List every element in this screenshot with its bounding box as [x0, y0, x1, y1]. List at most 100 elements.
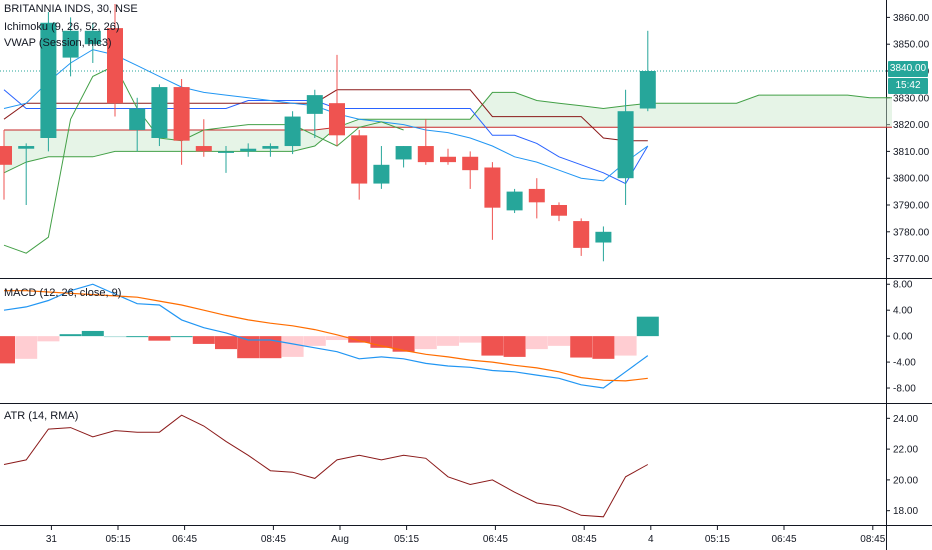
signal-line	[4, 290, 648, 382]
atr-tick-label: 24.00	[893, 414, 918, 425]
macd-histogram-bar	[437, 336, 459, 346]
candle-body	[639, 71, 656, 109]
time-tick-label: 05:15	[394, 534, 419, 545]
candle-body	[129, 108, 146, 130]
macd-histogram-bar	[348, 336, 371, 343]
candle-body	[329, 103, 345, 136]
candle-body	[262, 146, 279, 149]
macd-histogram-bar	[104, 336, 126, 338]
time-tick-label: 08:45	[860, 534, 885, 545]
macd-histogram-bar	[370, 336, 393, 348]
macd-histogram-bar	[525, 336, 548, 350]
price-tick-label: 3860.00	[893, 13, 930, 24]
macd-histogram-bar	[215, 336, 237, 350]
ichimoku-cloud	[4, 92, 892, 173]
macd-histogram-bar	[392, 336, 415, 352]
macd-tick-label: -4.00	[893, 358, 916, 369]
candle-body	[284, 116, 301, 147]
ichimoku-legend[interactable]: Ichimoku (9, 26, 52, 26)	[4, 21, 120, 33]
candle-body	[62, 30, 79, 58]
price-tick-label: 3820.00	[893, 120, 930, 131]
candle-body	[151, 87, 168, 138]
macd-histogram-bar	[259, 336, 282, 359]
time-tick-label: 05:15	[105, 534, 130, 545]
atr-tick-label: 18.00	[893, 506, 918, 517]
candle-body	[484, 167, 501, 208]
macd-legend[interactable]: MACD (12, 26, close, 9)	[4, 287, 122, 299]
price-tick-label: 3790.00	[893, 201, 930, 212]
candle-body	[84, 30, 101, 45]
candle-body	[528, 188, 545, 203]
time-tick-label: 06:45	[172, 534, 197, 545]
macd-histogram-bar	[237, 336, 260, 359]
lagging-span-line	[3, 64, 404, 254]
candle-body	[595, 231, 612, 243]
price-tick-label: 3780.00	[893, 227, 930, 238]
candle-body	[462, 156, 479, 171]
macd-histogram-bar	[326, 336, 348, 341]
candle-body	[18, 146, 35, 149]
last-price-badge: 3840.00	[888, 61, 928, 77]
candle-body	[240, 148, 257, 152]
macd-histogram-bar	[636, 316, 659, 337]
atr-tick-label: 20.00	[893, 475, 918, 486]
candle-body	[351, 135, 368, 184]
price-tick-label: 3850.00	[893, 40, 930, 51]
macd-histogram-bar	[459, 336, 482, 343]
time-tick-label: Aug	[331, 534, 349, 545]
candle-body	[173, 87, 190, 141]
ichimoku-leading-span-a	[3, 91, 892, 174]
macd-tick-label: 0.00	[893, 332, 913, 343]
time-tick-label: 06:45	[483, 534, 508, 545]
price-tick-label: 3830.00	[893, 93, 930, 104]
macd-tick-label: 4.00	[893, 306, 913, 317]
macd-histogram-bar	[614, 336, 637, 356]
candle-body	[218, 151, 234, 153]
candle-body	[417, 146, 434, 163]
macd-histogram-bar	[192, 336, 215, 344]
macd-histogram-bar	[37, 336, 60, 342]
candle-body	[551, 205, 567, 216]
atr-line	[3, 414, 649, 518]
time-tick-label: 06:45	[771, 534, 796, 545]
bar-countdown-badge: 15:42	[888, 78, 928, 94]
candle-body	[40, 22, 57, 138]
macd-tick-label: -8.00	[893, 384, 916, 395]
price-tick-label: 3770.00	[893, 254, 930, 265]
macd-histogram-bar	[59, 334, 82, 337]
atr-tick-label: 22.00	[893, 445, 918, 456]
time-tick-label: 05:15	[705, 534, 730, 545]
time-tick-label: 4	[648, 534, 654, 545]
atr-legend[interactable]: ATR (14, RMA)	[4, 410, 79, 422]
macd-histogram-bar	[148, 336, 171, 341]
macd-histogram-bar	[414, 336, 437, 350]
vwap-legend[interactable]: VWAP (Session, hlc3)	[4, 37, 112, 49]
time-tick-label: 31	[46, 534, 58, 545]
candle-body	[395, 146, 412, 160]
candle-body	[440, 156, 456, 163]
macd-histogram-bar	[592, 336, 615, 359]
ichimoku-conversion-line	[3, 89, 649, 185]
candle-body	[306, 95, 323, 114]
candle-body	[195, 146, 212, 152]
symbol-title[interactable]: BRITANNIA INDS, 30, NSE	[4, 3, 138, 15]
macd-histogram-bar	[570, 336, 593, 358]
price-tick-label: 3810.00	[893, 147, 930, 158]
candle-body	[506, 191, 523, 211]
ichimoku-base-line-line	[3, 89, 648, 142]
time-tick-label: 08:45	[261, 534, 286, 545]
price-tick-label: 3800.00	[893, 174, 930, 185]
macd-histogram-bar	[303, 336, 326, 346]
macd-line	[3, 283, 649, 389]
candle-body	[573, 221, 590, 248]
candle-body	[0, 146, 12, 165]
time-tick-label: 08:45	[572, 534, 597, 545]
macd-histogram-bar	[0, 336, 15, 364]
macd-histogram-bar	[15, 336, 38, 359]
macd-histogram-bar	[281, 336, 304, 357]
macd-tick-label: 8.00	[893, 280, 913, 291]
candle-body	[617, 111, 634, 179]
candle-body	[373, 164, 390, 184]
macd-histogram-bar	[503, 336, 526, 357]
